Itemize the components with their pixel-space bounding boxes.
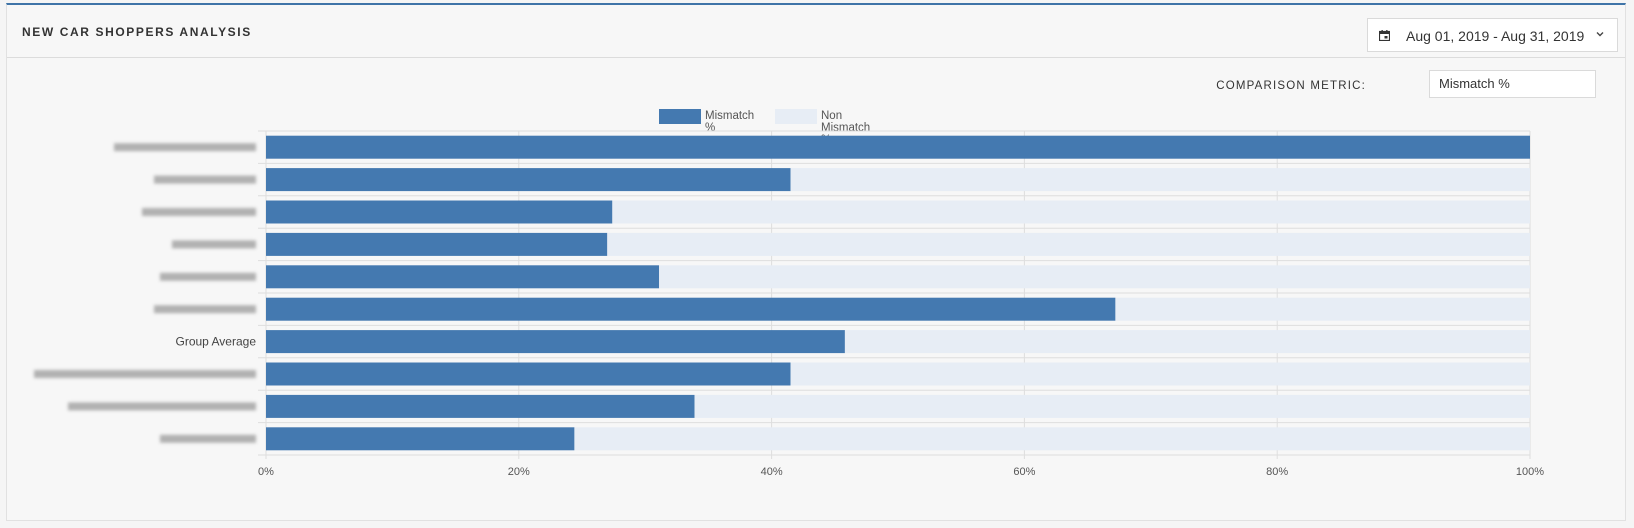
redacted-category-label [172, 240, 256, 249]
bar-mismatch [266, 330, 845, 354]
bar-mismatch [266, 265, 660, 289]
bar-non-mismatch [790, 362, 1530, 386]
bar-mismatch [266, 232, 608, 256]
date-range-picker[interactable]: Aug 01, 2019 - Aug 31, 2019 [1367, 18, 1618, 52]
redacted-category-label [154, 305, 256, 314]
bar-non-mismatch [574, 427, 1530, 451]
bar-mismatch [266, 394, 695, 418]
panel-header: NEW CAR SHOPPERS ANALYSIS Aug 01, 2019 -… [7, 5, 1625, 58]
legend-label-mismatch: Mismatch % [705, 110, 755, 134]
bar-non-mismatch [790, 168, 1530, 192]
redacted-category-label [160, 434, 256, 443]
bar-mismatch [266, 168, 791, 192]
redacted-category-label [160, 272, 256, 281]
date-range-value: Aug 01, 2019 - Aug 31, 2019 [1406, 28, 1585, 44]
x-tick-label: 20% [508, 466, 530, 478]
redacted-category-label [68, 402, 256, 411]
redacted-category-label [154, 175, 256, 184]
x-tick-label: 100% [1516, 466, 1544, 478]
bar-non-mismatch [694, 394, 1530, 418]
category-label: Group Average [175, 335, 256, 349]
x-tick-label: 80% [1266, 466, 1288, 478]
redacted-category-label [114, 143, 256, 152]
x-tick-label: 60% [1013, 466, 1035, 478]
bar-non-mismatch [612, 200, 1530, 224]
bar-non-mismatch [1115, 297, 1530, 321]
chevron-down-icon [1596, 32, 1604, 37]
legend-swatch-non-mismatch[interactable] [775, 109, 817, 124]
redacted-category-label [34, 370, 256, 378]
bar-mismatch [266, 200, 613, 224]
panel-title: NEW CAR SHOPPERS ANALYSIS [22, 25, 252, 39]
x-tick-label: 40% [761, 466, 783, 478]
bar-mismatch [266, 362, 791, 386]
bar-mismatch [266, 135, 1530, 159]
redacted-category-label [142, 208, 256, 216]
calendar-icon [1379, 30, 1390, 41]
legend-swatch-mismatch[interactable] [659, 109, 701, 124]
bar-mismatch [266, 297, 1116, 321]
bar-mismatch [266, 427, 575, 451]
x-tick-label: 0% [258, 466, 274, 478]
bar-non-mismatch [659, 265, 1530, 289]
comparison-metric-label: COMPARISON METRIC: [1216, 80, 1366, 92]
bar-non-mismatch [607, 232, 1530, 256]
comparison-metric-select[interactable]: Mismatch % [1429, 70, 1596, 98]
bar-non-mismatch [844, 330, 1530, 354]
